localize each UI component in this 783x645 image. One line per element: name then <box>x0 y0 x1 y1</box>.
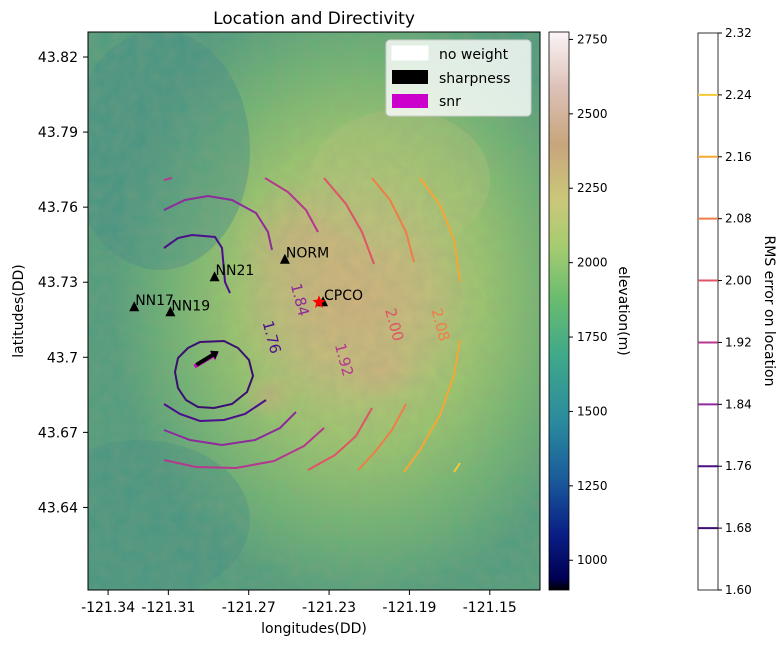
contour-1-84-b <box>163 411 297 447</box>
rms-contours <box>163 177 461 473</box>
chart-title: Location and Directivity <box>213 9 415 29</box>
rms-colorbar-label: RMS error on location <box>761 236 777 387</box>
contour-1-92-b <box>264 177 319 233</box>
y-axis-label: latitudes(DD) <box>11 264 27 358</box>
elevation-colorbar-label: elevation(m) <box>615 266 631 355</box>
rms-tick-label: 1.92 <box>725 335 752 349</box>
elevation-tick-label: 1750 <box>577 330 608 344</box>
y-tick-label: 43.76 <box>38 200 78 216</box>
elevation-tick-label: 1000 <box>577 553 608 567</box>
contour-2-16-b <box>403 339 461 473</box>
y-tick-label: 43.64 <box>38 500 78 516</box>
rms-tick-label: 1.68 <box>725 521 752 535</box>
x-tick-label: -121.34 <box>81 600 135 616</box>
contour-1-92-c <box>163 427 325 470</box>
legend-label-no-weight: no weight <box>439 47 509 63</box>
best-location-star <box>312 295 326 308</box>
y-tick-label: 43.67 <box>38 425 78 441</box>
contour-1-92-a <box>163 177 173 181</box>
elevation-colorbar-ticks: 1000 1250 1500 1750 2000 2250 2500 2750 <box>569 32 608 567</box>
legend-swatch-no-weight <box>391 45 429 61</box>
x-tick-label: -121.31 <box>141 600 195 616</box>
terrain-map <box>88 32 540 590</box>
y-tick-label: 43.79 <box>38 125 78 141</box>
elevation-tick-label: 2250 <box>577 181 608 195</box>
rms-tick-label: 2.08 <box>725 212 752 226</box>
plot-frame <box>87 31 541 591</box>
x-axis-label: longitudes(DD) <box>261 621 367 637</box>
legend-label-sharpness: sharpness <box>439 71 510 87</box>
y-tick-label: 43.7 <box>47 350 78 366</box>
x-tick-label: -121.19 <box>382 600 436 616</box>
rms-colorbar-levels <box>698 93 718 530</box>
rms-tick-label: 2.24 <box>725 88 752 102</box>
legend-swatch-sharpness <box>392 70 428 84</box>
y-tick-label: 43.73 <box>38 275 78 291</box>
contour-2-08-a <box>371 177 415 263</box>
station-label: NORM <box>286 246 329 262</box>
contour-2-16 <box>419 177 461 283</box>
y-tick-label: 43.82 <box>38 50 78 66</box>
rms-tick-label: 2.16 <box>725 150 752 164</box>
elevation-tick-label: 2750 <box>577 32 608 46</box>
rms-tick-label: 1.76 <box>725 459 752 473</box>
elevation-tick-label: 1500 <box>577 404 608 418</box>
contour-2-00-a <box>323 177 375 265</box>
contour-2-08-b <box>357 403 407 471</box>
elevation-colorbar: 1000 1250 1500 1750 2000 2250 2500 2750 elevati… <box>548 31 631 591</box>
contour-1-76-a <box>163 233 231 294</box>
rms-tick-label: 2.32 <box>725 26 752 40</box>
legend-label-snr: snr <box>439 94 461 110</box>
legend-swatch-snr <box>392 94 428 108</box>
station-label: CPCO <box>324 288 363 304</box>
station-marker <box>129 301 140 312</box>
contour-1-68 <box>173 339 255 410</box>
station-label: NN21 <box>216 263 255 279</box>
rms-tick-label: 1.60 <box>725 583 752 597</box>
rms-tick-label: 1.84 <box>725 397 752 411</box>
station-label: NN17 <box>135 293 174 309</box>
elevation-colorbar-bar <box>548 31 570 591</box>
chart-dynamic-layer: -121.34 -121.31 -121.27 -121.23 -121.19 -121.… <box>38 50 517 616</box>
rms-colorbar: 1.60 1.68 1.76 1.84 1.92 2.00 2.08 2.16 2.24 2.32… <box>697 26 777 597</box>
contour-1-84-a <box>163 194 273 251</box>
elevation-tick-label: 2000 <box>577 256 608 270</box>
legend: no weight sharpness snr <box>385 39 532 117</box>
contour-2-24 <box>453 462 461 473</box>
contour-1-76-b <box>163 399 267 423</box>
x-tick-label: -121.23 <box>302 600 356 616</box>
x-tick-label: -121.15 <box>463 600 517 616</box>
rms-colorbar-ticks: 1.60 1.68 1.76 1.84 1.92 2.00 2.08 2.16 2.24 2.32 <box>718 26 752 597</box>
station-marker <box>209 271 220 282</box>
station-marker <box>279 253 290 264</box>
rms-tick-label: 2.00 <box>725 274 752 288</box>
elevation-tick-label: 1250 <box>577 479 608 493</box>
elevation-tick-label: 2500 <box>577 107 608 121</box>
directivity-arrow-sharpness <box>195 350 219 367</box>
rms-colorbar-bar <box>697 32 719 591</box>
contour-2-00-b <box>307 407 373 471</box>
station-marker <box>165 306 176 317</box>
x-tick-label: -121.27 <box>222 600 276 616</box>
station-label: NN19 <box>171 298 210 314</box>
